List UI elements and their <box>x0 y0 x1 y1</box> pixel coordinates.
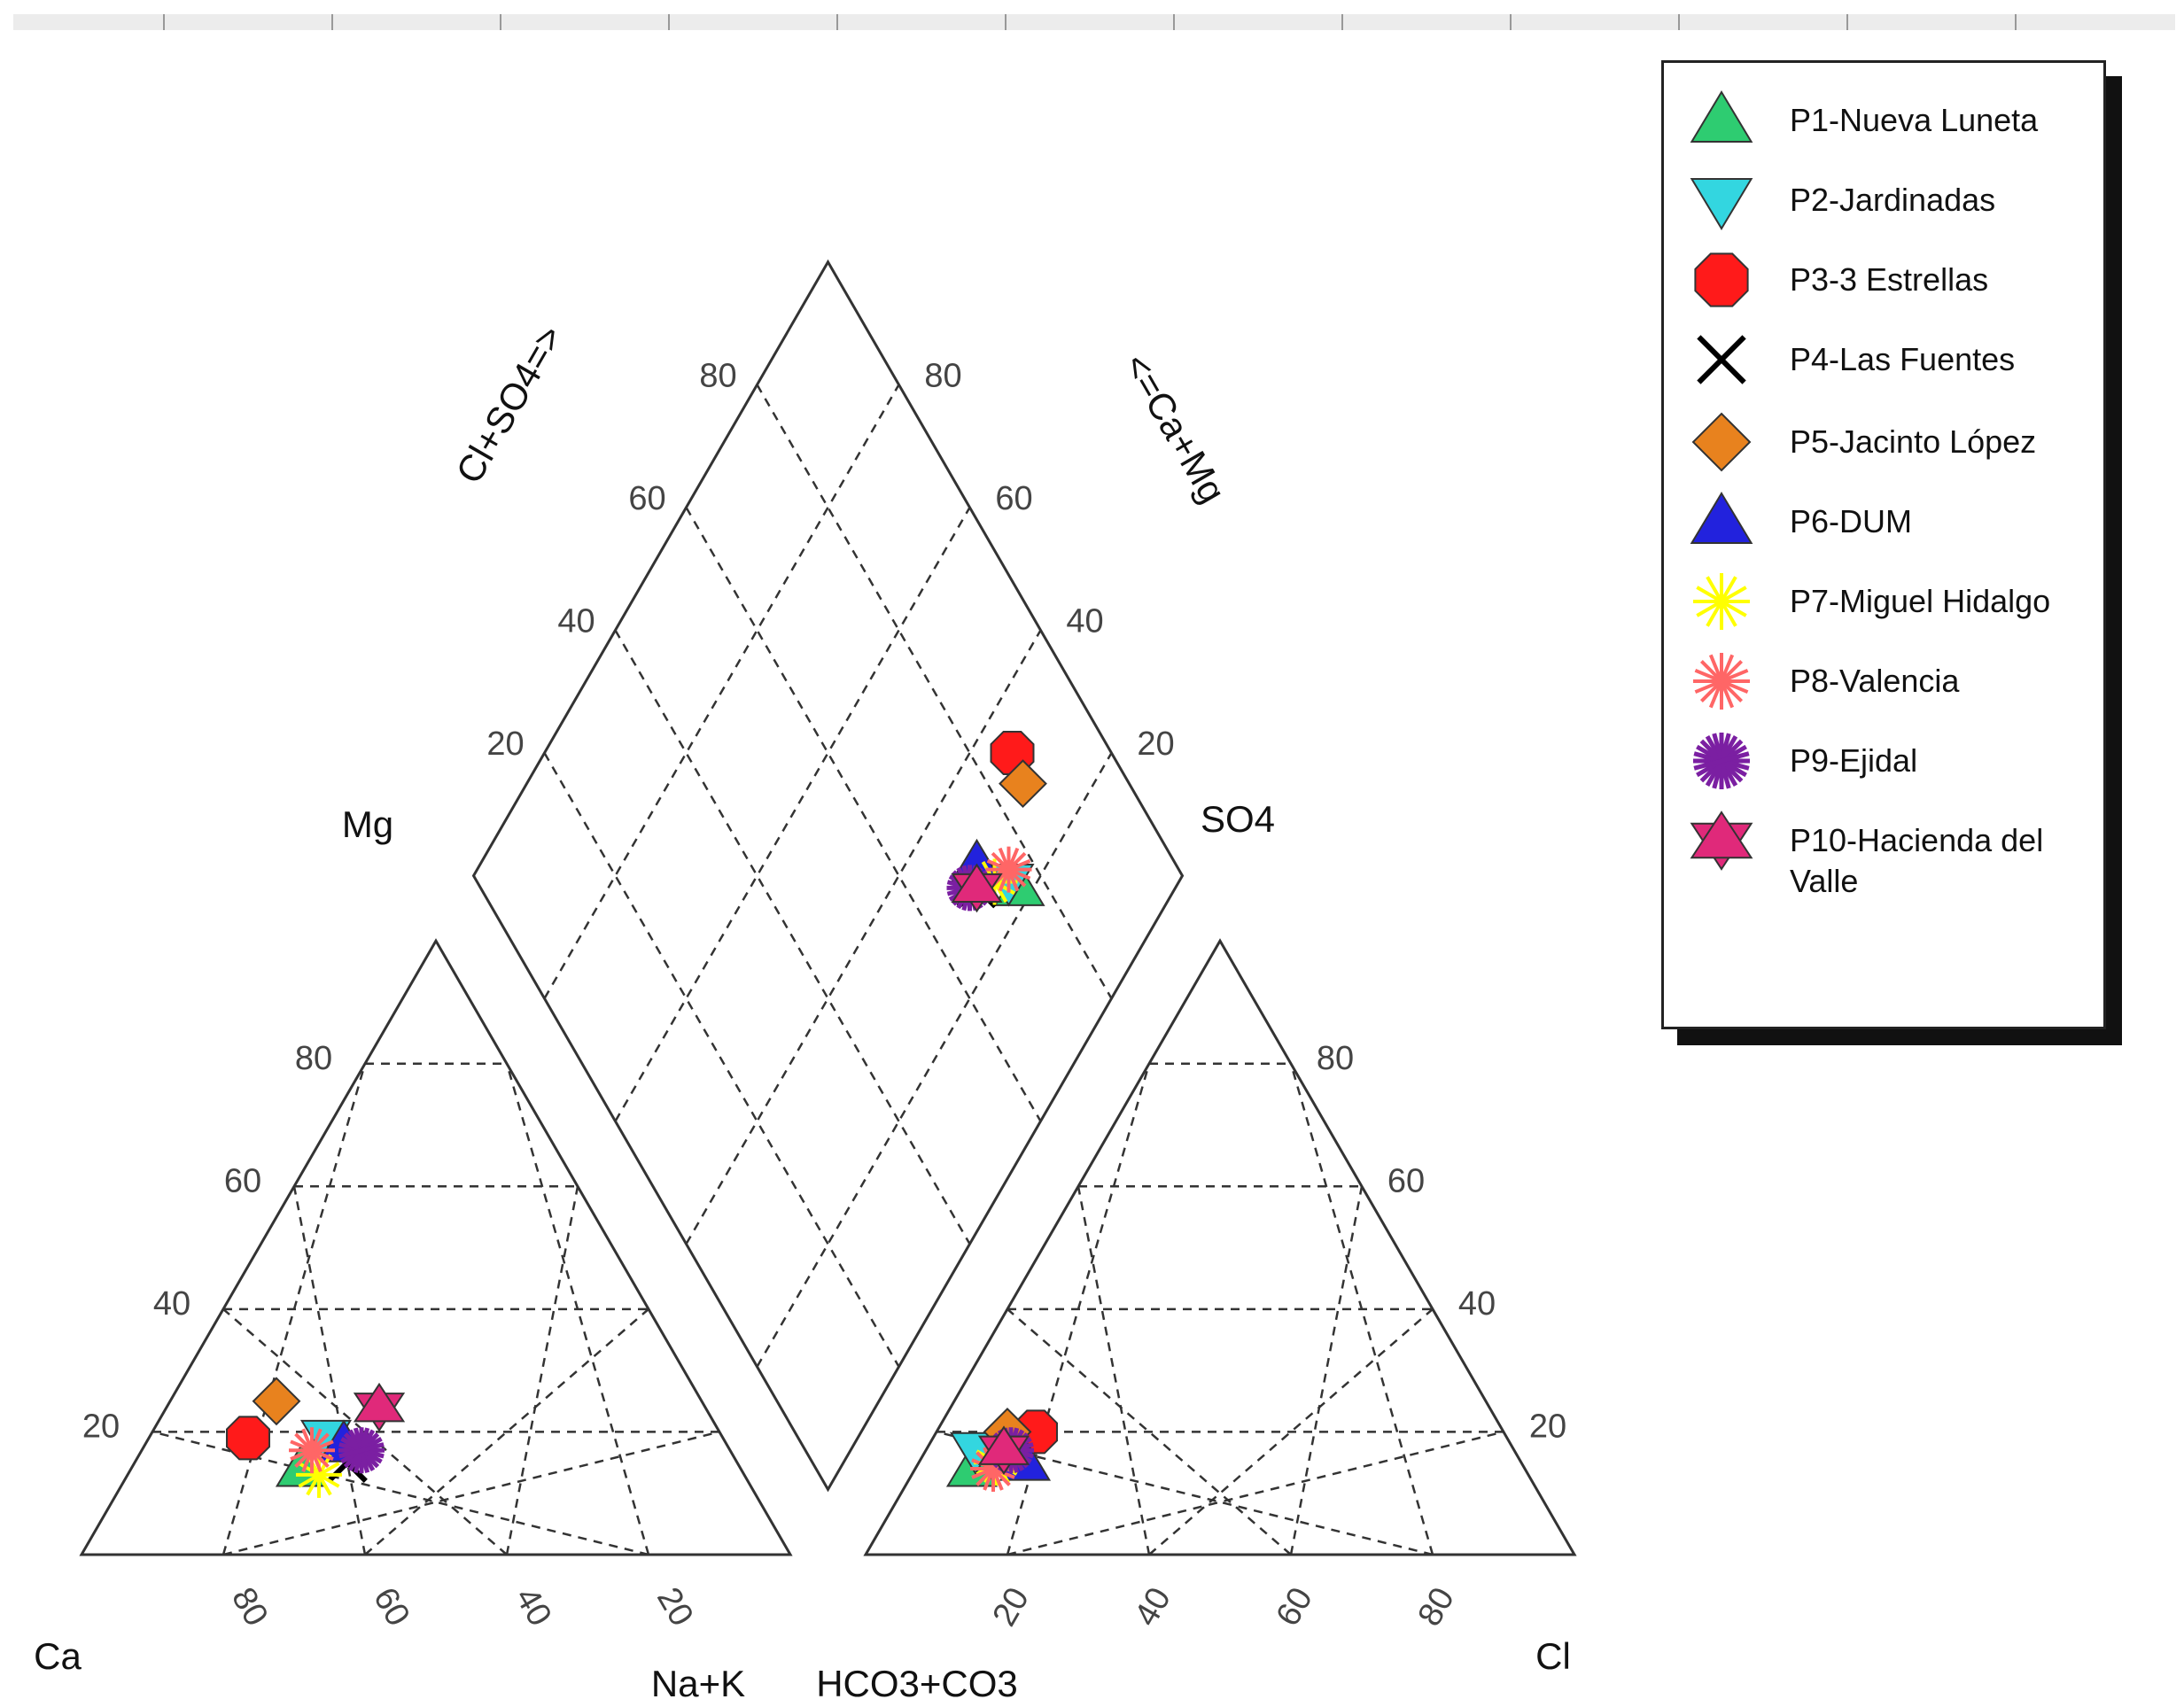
legend-marker <box>1690 811 1753 871</box>
legend-symbol-icon <box>1691 412 1752 472</box>
diamond-grid-rising <box>543 752 900 1368</box>
diamond-grid-rising <box>614 629 971 1245</box>
legend-marker <box>1693 733 1750 789</box>
anion-triangle-grid-falling <box>1289 1063 1434 1556</box>
cation-left-tick-label: 80 <box>295 1040 332 1077</box>
legend-marker <box>1694 252 1749 307</box>
diamond-grid-falling <box>756 752 1113 1368</box>
legend-item: P10-Hacienda del Valle <box>1664 810 2103 899</box>
legend-label: P6-DUM <box>1790 503 1913 539</box>
cation-triangle-outline <box>79 938 793 1556</box>
legend-label: P10-Hacienda del Valle <box>1790 822 2044 899</box>
cation-left-tick-label: 40 <box>153 1285 190 1323</box>
diamond-right-tick-label: 80 <box>924 357 961 394</box>
series-5-diamond-point <box>999 759 1047 809</box>
label-ca: Ca <box>34 1635 82 1677</box>
diamond-grid-falling <box>543 384 900 999</box>
legend-marker <box>1691 412 1752 472</box>
series-10-cation-point <box>353 1382 406 1432</box>
grid-layer <box>152 384 1504 1556</box>
legend-label: P8-Valencia <box>1790 663 1960 699</box>
legend-symbol-icon <box>1693 733 1750 789</box>
label-nak: Na+K <box>651 1663 745 1704</box>
anion-triangle-grid-falling <box>1007 1431 1504 1556</box>
series-10-anion-point <box>977 1425 1030 1476</box>
legend-marker <box>1690 90 1753 143</box>
legend-symbol-icon <box>1697 335 1746 384</box>
anion-right-tick-label: 60 <box>1387 1162 1425 1199</box>
legend-marker <box>1693 573 1750 630</box>
diamond-grid-falling <box>614 507 971 1122</box>
legend-marker <box>1690 492 1753 544</box>
legend-symbol-icon <box>1690 492 1753 544</box>
diamond-left-tick-label: 60 <box>628 480 665 517</box>
label-so4: SO4 <box>1201 798 1275 840</box>
legend-label: P9-Ejidal <box>1790 742 1918 779</box>
label-cl: Cl <box>1535 1635 1571 1677</box>
legend-item: P5-Jacinto López <box>1664 411 2103 473</box>
legend-label: P7-Miguel Hidalgo <box>1790 583 2051 619</box>
legend-item: P4-Las Fuentes <box>1664 329 2103 391</box>
diamond-right-tick-label: 60 <box>995 480 1032 517</box>
legend: P1-Nueva Luneta P2-Jardinadas P3-3 Estrell… <box>1661 60 2106 1029</box>
anion-triangle-grid-rising <box>936 1431 1434 1556</box>
anion-triangle-outline <box>863 938 1577 1556</box>
legend-item: P6-DUM <box>1664 491 2103 553</box>
legend-label: P1-Nueva Luneta <box>1790 102 2039 138</box>
label-mg: Mg <box>342 803 393 845</box>
point-layer <box>226 731 1058 1498</box>
series-5-cation-point <box>252 1377 301 1426</box>
legend-item: P3-3 Estrellas <box>1664 249 2103 311</box>
legend-label: P4-Las Fuentes <box>1790 341 2016 377</box>
diamond-outline <box>471 259 1185 1493</box>
cation-triangle-grid-falling <box>222 1431 720 1556</box>
legend-symbol-icon <box>1690 90 1753 143</box>
series-9-cation-point <box>338 1427 385 1474</box>
legend-symbol-icon <box>1690 178 1753 230</box>
legend-item: P8-Valencia <box>1664 650 2103 712</box>
anion-right-tick-label: 80 <box>1317 1040 1354 1077</box>
legend-label: P5-Jacinto López <box>1790 423 2037 460</box>
legend-marker <box>1690 178 1753 230</box>
diamond-right-tick-label: 20 <box>1137 725 1174 763</box>
legend-symbol-icon <box>1693 573 1750 630</box>
legend-item: P1-Nueva Luneta <box>1664 89 2103 151</box>
cation-left-tick-label: 60 <box>224 1162 261 1199</box>
legend-label: P3-3 Estrellas <box>1790 261 1989 298</box>
diamond-grid-rising <box>685 507 1042 1122</box>
top-ruler <box>13 14 2175 30</box>
diamond-right-tick-label: 40 <box>1066 602 1103 640</box>
label-hco3: HCO3+CO3 <box>816 1663 1018 1704</box>
series-3-cation-point <box>226 1416 270 1461</box>
legend-marker <box>1697 335 1746 384</box>
legend-item: P9-Ejidal <box>1664 730 2103 792</box>
diamond-grid-falling <box>685 629 1042 1245</box>
diamond-grid-rising <box>756 384 1113 999</box>
legend-marker <box>1693 653 1750 710</box>
diamond-left-tick-label: 20 <box>486 725 524 763</box>
legend-symbol-icon <box>1690 811 1753 871</box>
cation-triangle-grid-rising <box>152 1431 649 1556</box>
cation-triangle-grid-falling <box>505 1063 650 1556</box>
legend-label: P2-Jardinadas <box>1790 182 1996 218</box>
series-8-cation-point <box>289 1427 335 1474</box>
diamond-left-tick-label: 40 <box>557 602 595 640</box>
cation-left-tick-label: 20 <box>82 1408 120 1445</box>
legend-symbol-icon <box>1693 653 1750 710</box>
diamond-left-tick-label: 80 <box>699 357 736 394</box>
legend-item: P2-Jardinadas <box>1664 169 2103 231</box>
anion-right-tick-label: 40 <box>1458 1285 1496 1323</box>
anion-right-tick-label: 20 <box>1529 1408 1566 1445</box>
legend-symbol-icon <box>1694 252 1749 307</box>
legend-item: P7-Miguel Hidalgo <box>1664 570 2103 632</box>
frame-layer <box>79 259 1577 1556</box>
series-10-diamond-point <box>951 863 1003 913</box>
